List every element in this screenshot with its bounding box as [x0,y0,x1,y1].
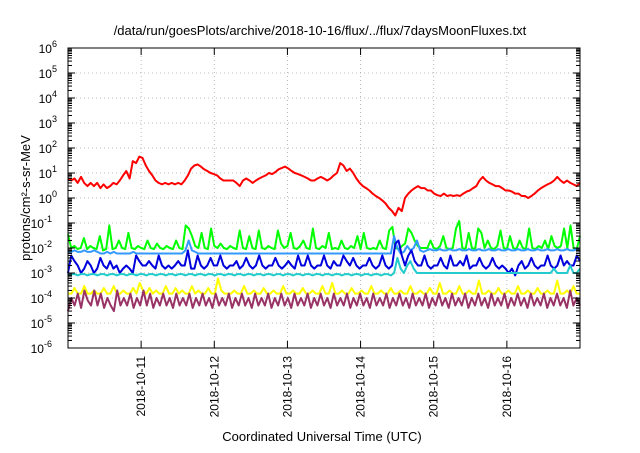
series-line [67,256,581,277]
x-tick-label: 2018-10-12 [207,356,221,418]
y-axis-label: protons/cm²-s-sr-MeV [18,135,33,261]
y-tick-label: 10-4 [31,289,52,306]
x-tick-label: 2018-10-13 [280,356,294,418]
y-tick-label: 10-3 [31,264,52,281]
x-tick-label: 2018-10-14 [354,356,368,418]
x-tick-label: 2018-10-16 [500,356,514,418]
series-line [67,155,581,217]
series-line [67,289,581,313]
y-tick-label: 106 [39,39,57,56]
series-line [67,239,581,277]
series-layer [67,155,581,313]
series-line [68,277,580,295]
x-tick-label: 2018-10-11 [134,356,148,417]
x-tick-label: 2018-10-15 [427,356,441,418]
y-tick-label: 100 [39,189,57,206]
series-line [68,235,581,255]
y-tick-label: 10-6 [31,339,52,356]
y-tick-label: 104 [39,89,57,106]
chart-title: /data/run/goesPlots/archive/2018-10-16/f… [114,23,527,38]
y-tick-label: 10-2 [31,239,52,256]
y-tick-label: 105 [39,64,57,81]
y-tick-label: 101 [39,164,57,181]
x-axis-label: Coordinated Universal Time (UTC) [222,429,421,444]
y-tick-label: 10-1 [31,214,52,231]
y-tick-label: 102 [39,139,57,156]
tick-layer: 10-6 10-5 10-4 10-3 10-2 10-1 100 101 102 103 104 1… [31,39,580,417]
y-tick-label: 103 [39,114,57,131]
series-line [67,220,581,252]
y-tick-label: 10-5 [31,314,52,331]
